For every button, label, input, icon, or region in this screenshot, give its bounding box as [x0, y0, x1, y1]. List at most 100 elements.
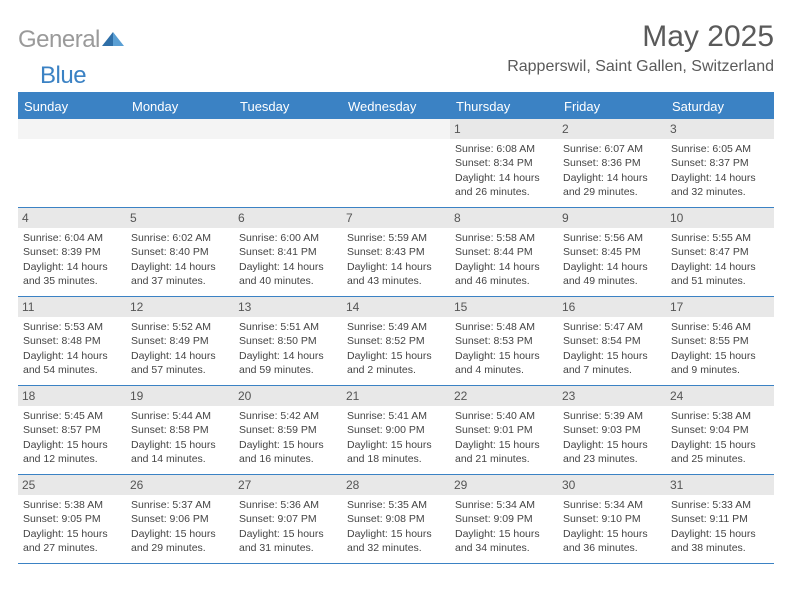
day-info: Sunrise: 5:53 AMSunset: 8:48 PMDaylight:…: [22, 320, 122, 377]
day-info: Sunrise: 5:36 AMSunset: 9:07 PMDaylight:…: [238, 498, 338, 555]
day-number: 6: [234, 208, 342, 228]
day-number: 10: [666, 208, 774, 228]
day-number: 2: [558, 119, 666, 139]
calendar-day: 17Sunrise: 5:46 AMSunset: 8:55 PMDayligh…: [666, 297, 774, 385]
day-info: Sunrise: 5:48 AMSunset: 8:53 PMDaylight:…: [454, 320, 554, 377]
day-number: 17: [666, 297, 774, 317]
calendar-day: [234, 119, 342, 207]
calendar-week: 18Sunrise: 5:45 AMSunset: 8:57 PMDayligh…: [18, 386, 774, 475]
day-info: Sunrise: 6:07 AMSunset: 8:36 PMDaylight:…: [562, 142, 662, 199]
logo-text-blue: Blue: [40, 62, 86, 89]
calendar-week: 25 Sunrise: 5:38 AMSunset: 9:05 PMDayligh…: [18, 475, 774, 564]
day-info: Sunrise: 5:49 AMSunset: 8:52 PMDaylight:…: [346, 320, 446, 377]
day-number: [342, 119, 450, 139]
day-number: 4: [18, 208, 126, 228]
day-info: Sunrise: 6:02 AMSunset: 8:40 PMDaylight:…: [130, 231, 230, 288]
weekday-header: Thursday: [450, 94, 558, 119]
calendar-day: 12Sunrise: 5:52 AMSunset: 8:49 PMDayligh…: [126, 297, 234, 385]
day-info: Sunrise: 6:00 AMSunset: 8:41 PMDaylight:…: [238, 231, 338, 288]
calendar-day: 2 Sunrise: 6:07 AMSunset: 8:36 PMDaylight…: [558, 119, 666, 207]
day-number: 13: [234, 297, 342, 317]
day-info: Sunrise: 5:38 AMSunset: 9:04 PMDaylight:…: [670, 409, 770, 466]
calendar-day: 11Sunrise: 5:53 AMSunset: 8:48 PMDayligh…: [18, 297, 126, 385]
month-title: May 2025: [507, 20, 774, 54]
calendar: SundayMondayTuesdayWednesdayThursdayFrid…: [18, 92, 774, 564]
day-number: 12: [126, 297, 234, 317]
day-info: Sunrise: 6:08 AMSunset: 8:34 PMDaylight:…: [454, 142, 554, 199]
calendar-day: 20 Sunrise: 5:42 AMSunset: 8:59 PMDayligh…: [234, 386, 342, 474]
day-number: 27: [234, 475, 342, 495]
day-info: Sunrise: 6:04 AMSunset: 8:39 PMDaylight:…: [22, 231, 122, 288]
day-info: Sunrise: 5:37 AMSunset: 9:06 PMDaylight:…: [130, 498, 230, 555]
day-info: Sunrise: 5:41 AMSunset: 9:00 PMDaylight:…: [346, 409, 446, 466]
day-number: 29: [450, 475, 558, 495]
day-info: Sunrise: 5:42 AMSunset: 8:59 PMDaylight:…: [238, 409, 338, 466]
calendar-day: 30Sunrise: 5:34 AMSunset: 9:10 PMDayligh…: [558, 475, 666, 563]
day-info: Sunrise: 5:55 AMSunset: 8:47 PMDaylight:…: [670, 231, 770, 288]
day-number: 23: [558, 386, 666, 406]
day-info: Sunrise: 5:39 AMSunset: 9:03 PMDaylight:…: [562, 409, 662, 466]
day-number: 28: [342, 475, 450, 495]
weekday-header: Sunday: [18, 94, 126, 119]
calendar-day: 14 Sunrise: 5:49 AMSunset: 8:52 PMDayligh…: [342, 297, 450, 385]
calendar-day: 9 Sunrise: 5:56 AMSunset: 8:45 PMDaylight…: [558, 208, 666, 296]
calendar-week: 11Sunrise: 5:53 AMSunset: 8:48 PMDayligh…: [18, 297, 774, 386]
calendar-week: 1Sunrise: 6:08 AMSunset: 8:34 PMDaylight…: [18, 119, 774, 208]
weekday-header: Wednesday: [342, 94, 450, 119]
calendar-day: 8Sunrise: 5:58 AMSunset: 8:44 PMDaylight…: [450, 208, 558, 296]
calendar-day: 5 Sunrise: 6:02 AMSunset: 8:40 PMDaylight…: [126, 208, 234, 296]
day-info: Sunrise: 5:44 AMSunset: 8:58 PMDaylight:…: [130, 409, 230, 466]
calendar-day: 4 Sunrise: 6:04 AMSunset: 8:39 PMDaylight…: [18, 208, 126, 296]
calendar-day: 18Sunrise: 5:45 AMSunset: 8:57 PMDayligh…: [18, 386, 126, 474]
day-number: 25: [18, 475, 126, 495]
calendar-day: 26 Sunrise: 5:37 AMSunset: 9:06 PMDayligh…: [126, 475, 234, 563]
calendar-day: 6 Sunrise: 6:00 AMSunset: 8:41 PMDaylight…: [234, 208, 342, 296]
day-number: 22: [450, 386, 558, 406]
calendar-day: 23 Sunrise: 5:39 AMSunset: 9:03 PMDayligh…: [558, 386, 666, 474]
day-number: 24: [666, 386, 774, 406]
weekday-header: Friday: [558, 94, 666, 119]
logo: General: [18, 20, 124, 54]
day-info: Sunrise: 5:40 AMSunset: 9:01 PMDaylight:…: [454, 409, 554, 466]
day-info: Sunrise: 5:51 AMSunset: 8:50 PMDaylight:…: [238, 320, 338, 377]
day-info: Sunrise: 5:35 AMSunset: 9:08 PMDaylight:…: [346, 498, 446, 555]
calendar-day: 22 Sunrise: 5:40 AMSunset: 9:01 PMDayligh…: [450, 386, 558, 474]
day-info: Sunrise: 5:58 AMSunset: 8:44 PMDaylight:…: [454, 231, 554, 288]
day-number: 7: [342, 208, 450, 228]
day-number: 20: [234, 386, 342, 406]
weekday-header: Tuesday: [234, 94, 342, 119]
day-info: Sunrise: 5:47 AMSunset: 8:54 PMDaylight:…: [562, 320, 662, 377]
day-number: 9: [558, 208, 666, 228]
calendar-day: 10 Sunrise: 5:55 AMSunset: 8:47 PMDayligh…: [666, 208, 774, 296]
calendar-day: [126, 119, 234, 207]
weekday-row: SundayMondayTuesdayWednesdayThursdayFrid…: [18, 94, 774, 119]
calendar-day: 24 Sunrise: 5:38 AMSunset: 9:04 PMDayligh…: [666, 386, 774, 474]
day-number: 3: [666, 119, 774, 139]
calendar-day: 31Sunrise: 5:33 AMSunset: 9:11 PMDayligh…: [666, 475, 774, 563]
calendar-week: 4 Sunrise: 6:04 AMSunset: 8:39 PMDaylight…: [18, 208, 774, 297]
day-number: 30: [558, 475, 666, 495]
weekday-header: Monday: [126, 94, 234, 119]
calendar-day: 28 Sunrise: 5:35 AMSunset: 9:08 PMDayligh…: [342, 475, 450, 563]
day-number: [234, 119, 342, 139]
day-number: 26: [126, 475, 234, 495]
day-info: Sunrise: 5:38 AMSunset: 9:05 PMDaylight:…: [22, 498, 122, 555]
calendar-day: 21Sunrise: 5:41 AMSunset: 9:00 PMDayligh…: [342, 386, 450, 474]
day-number: 14: [342, 297, 450, 317]
day-number: 31: [666, 475, 774, 495]
day-info: Sunrise: 5:56 AMSunset: 8:45 PMDaylight:…: [562, 231, 662, 288]
calendar-day: [342, 119, 450, 207]
logo-triangle-icon: [102, 29, 124, 52]
calendar-day: 27 Sunrise: 5:36 AMSunset: 9:07 PMDayligh…: [234, 475, 342, 563]
calendar-day: 16 Sunrise: 5:47 AMSunset: 8:54 PMDayligh…: [558, 297, 666, 385]
day-number: 5: [126, 208, 234, 228]
calendar-day: 7Sunrise: 5:59 AMSunset: 8:43 PMDaylight…: [342, 208, 450, 296]
day-number: [126, 119, 234, 139]
calendar-day: [18, 119, 126, 207]
calendar-day: 19 Sunrise: 5:44 AMSunset: 8:58 PMDayligh…: [126, 386, 234, 474]
calendar-day: 1Sunrise: 6:08 AMSunset: 8:34 PMDaylight…: [450, 119, 558, 207]
day-number: 16: [558, 297, 666, 317]
logo-text-general: General: [18, 26, 100, 54]
day-number: 19: [126, 386, 234, 406]
calendar-day: 29Sunrise: 5:34 AMSunset: 9:09 PMDayligh…: [450, 475, 558, 563]
